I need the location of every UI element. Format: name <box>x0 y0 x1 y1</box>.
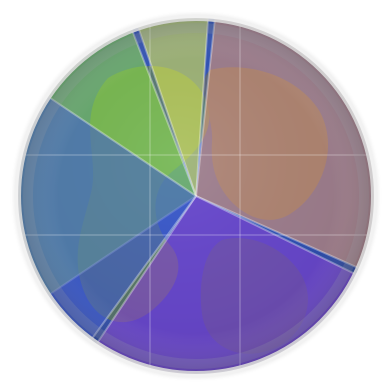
rim-vignette <box>18 18 374 374</box>
